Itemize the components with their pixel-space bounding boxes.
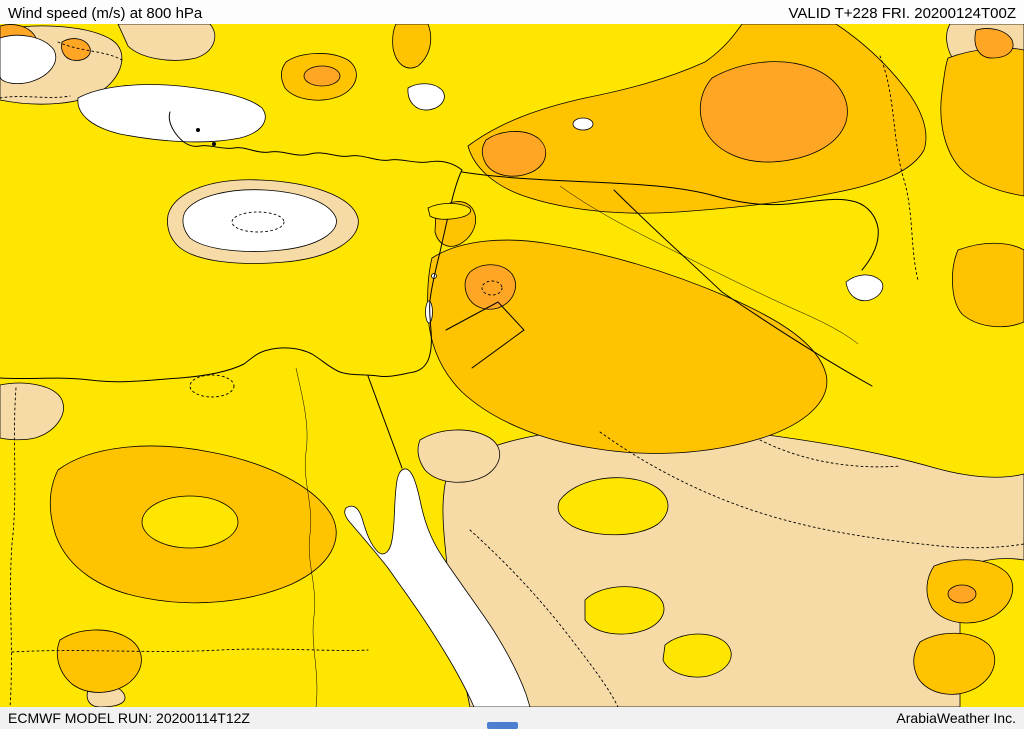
persian-gulf [845, 274, 884, 302]
mediterranean-coast [0, 169, 463, 383]
arabia-yellow-hole-2 [584, 586, 665, 635]
border-iraq-saudi [613, 189, 873, 387]
egypt-inland-spot [189, 374, 235, 398]
dotted-squiggle-nw-2 [0, 95, 71, 99]
map-area [0, 24, 1024, 707]
turkey-south-coast [168, 111, 463, 171]
valid-time-label: VALID T+228 FRI. 20200124T00Z [788, 4, 1017, 22]
egypt-west-yellow-core [141, 495, 239, 549]
red-sea [344, 468, 531, 707]
euphrates-river [559, 185, 859, 345]
footer-accent-bar [487, 722, 518, 729]
model-run-label: ECMWF MODEL RUN: 20200114T12Z [8, 710, 250, 726]
right-edge-mid-orange [952, 242, 1024, 327]
aegean-island-2 [212, 142, 216, 146]
branding-label: ArabiaWeather Inc. [896, 710, 1016, 726]
aegean-island-1 [196, 128, 200, 132]
arabia-yellow-hole-3 [662, 633, 732, 678]
northwest-deep-corner-2 [61, 38, 91, 61]
thrace-band [117, 24, 216, 61]
lake-van [572, 117, 594, 131]
istanbul-deep-core [303, 65, 341, 87]
header-bar: Wind speed (m/s) at 800 hPa VALID T+228 … [0, 0, 1024, 24]
border-dotted-saudi-2 [469, 529, 619, 707]
anatolia-calm-area [182, 189, 337, 252]
marmara-lake [407, 83, 445, 111]
dotted-contour-israel [481, 280, 503, 296]
nile-river [295, 367, 318, 707]
border-turkey-iran [461, 171, 879, 271]
top-right-deep-core [974, 28, 1014, 59]
sinai-band [417, 429, 500, 483]
border-dotted-iraq-iran [879, 55, 919, 281]
cyprus-island [427, 202, 472, 220]
line-work-group [0, 41, 1024, 707]
border-jordan-saudi [445, 301, 525, 369]
egypt-west-band [0, 382, 64, 441]
map-title: Wind speed (m/s) at 800 hPa [8, 4, 203, 22]
southeast-deep-core [947, 584, 977, 604]
anatolia-se-deep-core [481, 131, 546, 177]
levant-center-orange-mass [427, 239, 828, 454]
arabia-yellow-hole-1 [557, 477, 669, 536]
southeast-orange-blob-2 [913, 632, 996, 695]
black-sea [77, 84, 266, 143]
dotted-contour-anatolia [231, 211, 285, 233]
bosphorus-top-blob [392, 24, 432, 69]
border-dotted-saudi-1 [599, 431, 1024, 549]
white-areas-group [0, 34, 884, 707]
mesopotamia-deep-core [699, 61, 848, 163]
wind-speed-map [0, 24, 1024, 707]
dotted-contour-arabia [759, 439, 901, 468]
israel-deep-core [464, 264, 516, 310]
footer-bar: ECMWF MODEL RUN: 20200114T12Z ArabiaWeat… [0, 707, 1024, 729]
border-egypt-israel [367, 375, 403, 469]
dead-sea [425, 300, 433, 324]
aegean-calm-area [0, 34, 56, 84]
egypt-south-orange-blob [56, 629, 142, 693]
dotted-squiggle-nw-1 [57, 41, 123, 61]
yellow-inlier-group [557, 477, 732, 678]
border-dotted-egypt-libya [9, 387, 17, 707]
